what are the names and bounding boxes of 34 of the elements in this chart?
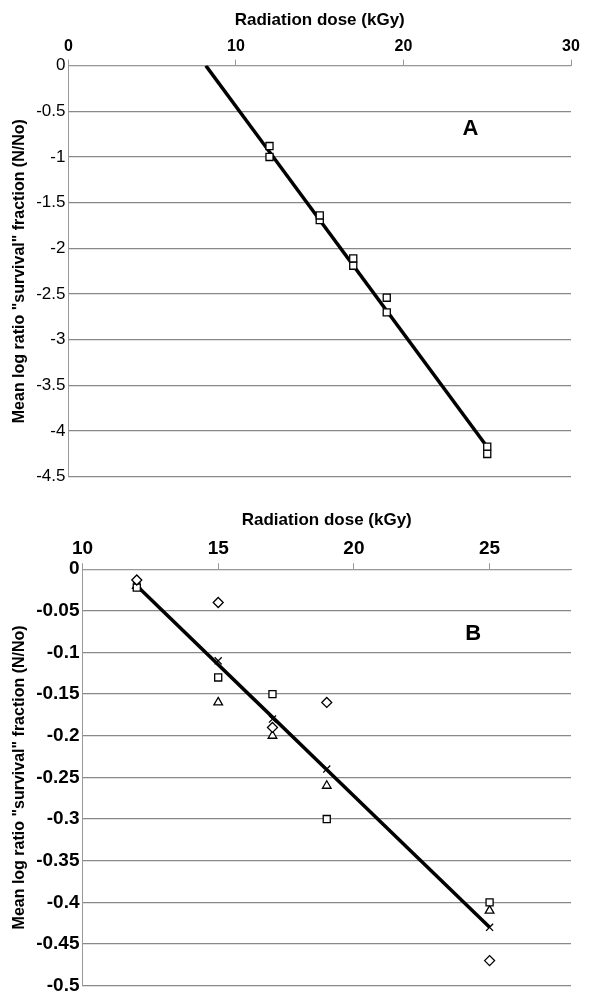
x-tick-label: 15: [207, 537, 230, 559]
x-tick-label: 25: [479, 537, 501, 559]
y-tick-label: -0.5: [36, 100, 66, 120]
y-tick-label: -0.35: [36, 848, 80, 870]
y-tick-label: -3: [50, 329, 66, 349]
y-tick-label: -0.15: [36, 682, 80, 704]
y-tick-label: -4: [50, 420, 66, 440]
y-tick-label: -2: [50, 238, 66, 258]
y-tick-label: -0.3: [46, 807, 80, 829]
x-tick-label: 20: [343, 537, 365, 559]
y-tick-label: -0.05: [36, 599, 80, 621]
y-tick-label: -3.5: [36, 375, 66, 395]
y-tick-label: -0.5: [46, 973, 80, 995]
y-tick-label: -0.4: [46, 890, 80, 912]
y-tick-label: -1: [50, 146, 66, 166]
x-tick-label: 30: [562, 37, 580, 55]
y-axis-title: Mean log ratio "survival" fraction (N/No): [10, 625, 28, 930]
annotation: A: [462, 115, 479, 141]
x-tick-label: 10: [71, 537, 94, 559]
y-axis-title: Mean log ratio "survival" fraction (N/No): [10, 119, 28, 424]
y-tick-label: -4.5: [36, 466, 66, 486]
annotation: B: [465, 619, 482, 645]
y-tick-label: 0: [68, 557, 80, 579]
x-tick-label: 20: [394, 37, 413, 55]
y-tick-label: -1.5: [36, 192, 66, 212]
y-tick-label: -0.2: [46, 723, 80, 745]
x-axis-title: Radiation dose (kGy): [234, 9, 405, 29]
y-tick-label: -0.45: [36, 932, 80, 954]
y-tick-label: -0.1: [46, 640, 80, 662]
y-tick-label: 0: [56, 55, 66, 75]
y-tick-label: -2.5: [36, 283, 66, 303]
x-axis-title: Radiation dose (kGy): [241, 509, 412, 529]
y-tick-label: -0.25: [36, 765, 80, 787]
x-tick-label: 10: [227, 37, 245, 55]
